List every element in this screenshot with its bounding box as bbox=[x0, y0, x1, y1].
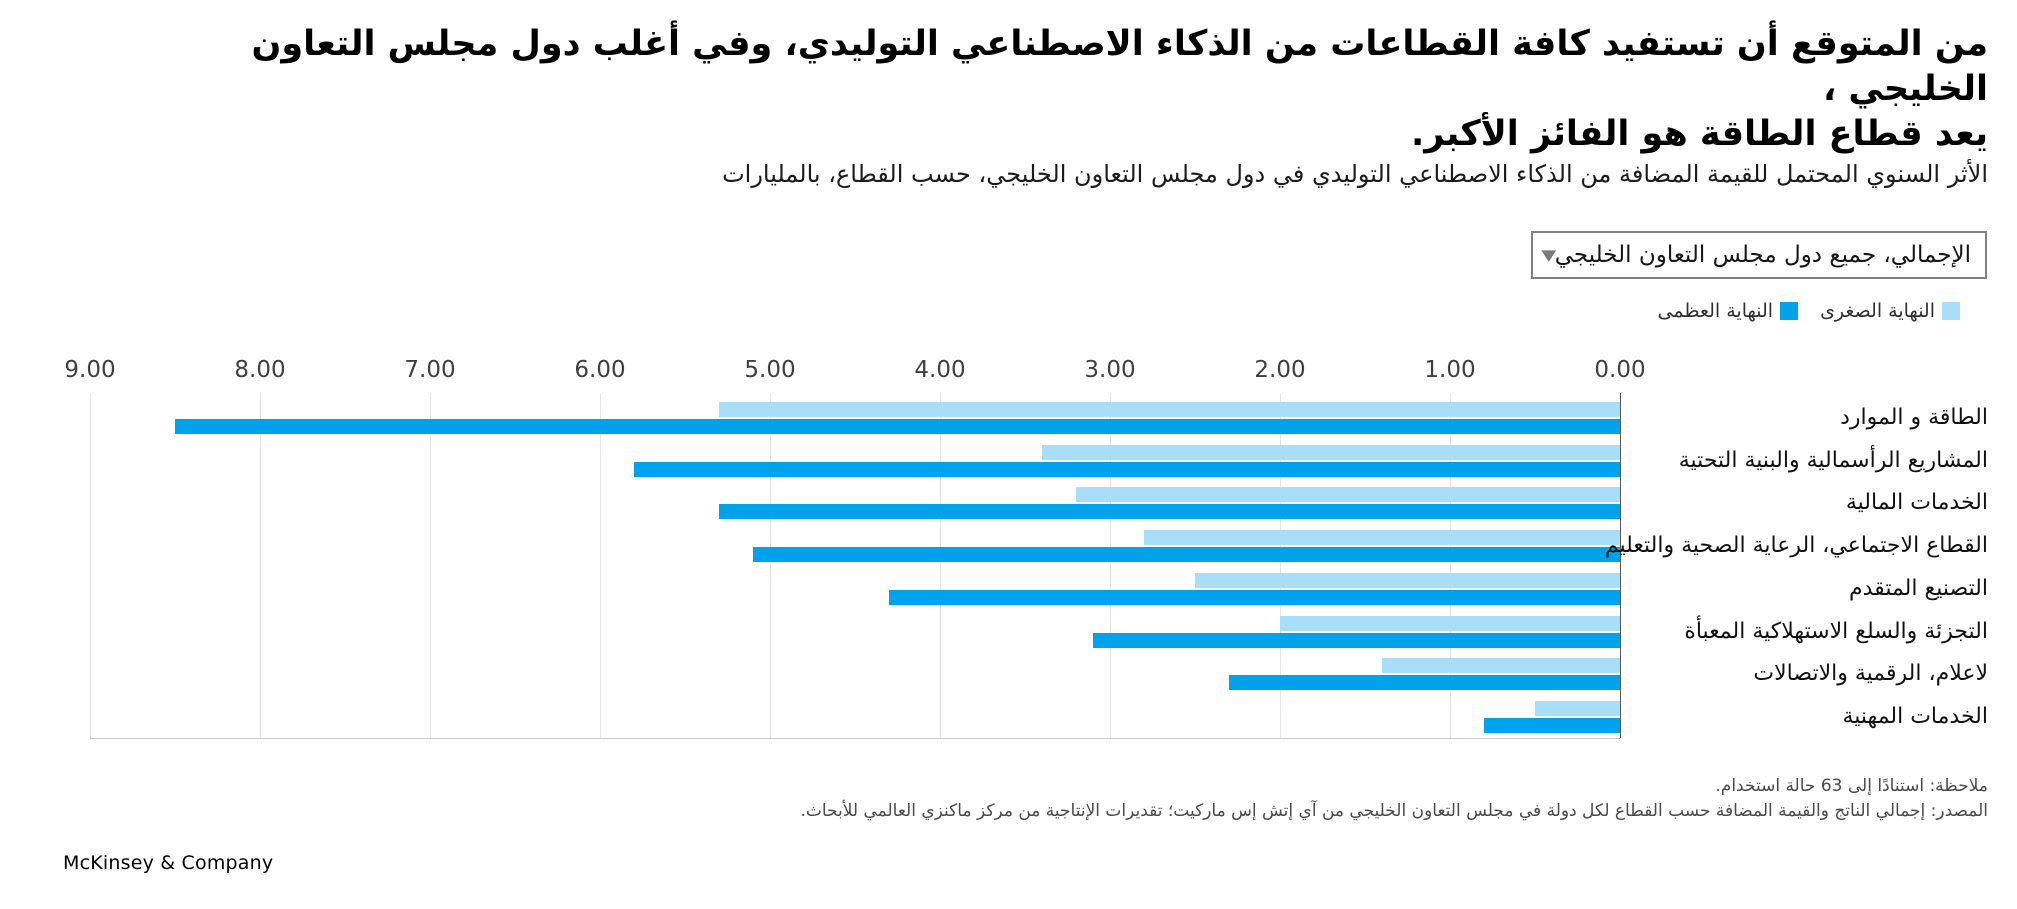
footnotes: ملاحظة: استنادًا إلى 63 حالة استخدام. ال… bbox=[488, 774, 1988, 824]
bar-max bbox=[634, 461, 1620, 477]
legend-item: النهاية الصغرى bbox=[1820, 300, 1960, 322]
bar-min bbox=[1535, 700, 1620, 716]
bar-max bbox=[753, 547, 1620, 563]
category-label: الخدمات المهنية bbox=[1842, 703, 1988, 729]
category-label: الطاقة و الموارد bbox=[1840, 405, 1988, 430]
footnote-source: المصدر: إجمالي الناتج والقيمة المضافة حس… bbox=[800, 801, 1988, 821]
footnote-note: ملاحظة: استنادًا إلى 63 حالة استخدام. bbox=[1715, 776, 1988, 796]
x-axis-tick-label: 2.00 bbox=[1254, 357, 1306, 383]
x-axis-line bbox=[90, 738, 1620, 739]
category-label: المشاريع الرأسمالية والبنية التحتية bbox=[1678, 447, 1988, 473]
x-axis-tick-label: 5.00 bbox=[744, 357, 796, 383]
bar-min bbox=[1144, 530, 1620, 546]
x-axis-tick-label: 9.00 bbox=[64, 357, 116, 383]
bar-max bbox=[889, 589, 1620, 605]
bar-max bbox=[719, 504, 1620, 520]
dropdown-selected-value: الإجمالي، جميع دول مجلس التعاون الخليجي bbox=[1554, 242, 1971, 268]
gridline bbox=[1110, 393, 1111, 738]
chart-legend: النهاية الصغرى النهاية العظمى bbox=[1658, 300, 1960, 322]
gridline bbox=[770, 393, 771, 738]
category-label: التصنيع المتقدم bbox=[1849, 575, 1988, 601]
bar-min bbox=[1076, 487, 1620, 503]
bar-max bbox=[1229, 675, 1620, 691]
page-title: من المتوقع أن تستفيد كافة القطاعات من ال… bbox=[228, 22, 1989, 157]
x-axis-tick-label: 6.00 bbox=[574, 357, 626, 383]
gridline bbox=[1620, 393, 1621, 738]
gridline bbox=[600, 393, 601, 738]
bar-max bbox=[175, 419, 1620, 434]
x-axis-tick-label: 4.00 bbox=[914, 357, 966, 383]
bar-min bbox=[719, 402, 1620, 417]
category-label: الخدمات المالية bbox=[1845, 490, 1988, 516]
category-label: لاعلام، الرقمية والاتصالات bbox=[1753, 661, 1988, 687]
chevron-down-icon: ▼ bbox=[1541, 245, 1557, 264]
x-axis-tick-label: 3.00 bbox=[1084, 357, 1136, 383]
gridline bbox=[940, 393, 941, 738]
bar-max bbox=[1484, 717, 1620, 733]
legend-label: النهاية الصغرى bbox=[1820, 300, 1935, 322]
x-axis-tick-label: 8.00 bbox=[234, 357, 286, 383]
page-title-line1: من المتوقع أن تستفيد كافة القطاعات من ال… bbox=[251, 24, 1989, 109]
category-label: القطاع الاجتماعي، الرعاية الصحية والتعلي… bbox=[1604, 533, 1988, 559]
bar-min bbox=[1195, 572, 1620, 588]
legend-swatch-icon bbox=[1780, 302, 1799, 320]
bar-min bbox=[1382, 658, 1620, 674]
x-axis-tick-label: 1.00 bbox=[1424, 357, 1476, 383]
mckinsey-logo: McKinsey & Company bbox=[63, 852, 274, 874]
x-axis-tick-label: 0.00 bbox=[1594, 357, 1646, 383]
category-label: التجزئة والسلع الاستهلاكية المعبأة bbox=[1684, 618, 1988, 644]
page-title-line2: يعد قطاع الطاقة هو الفائز الأكبر. bbox=[1411, 114, 1988, 154]
bar-max bbox=[1093, 632, 1620, 648]
gridline bbox=[260, 393, 261, 738]
legend-label: النهاية العظمى bbox=[1657, 300, 1774, 322]
bar-min bbox=[1280, 615, 1620, 631]
gridline bbox=[1280, 393, 1281, 738]
legend-item: النهاية العظمى bbox=[1658, 300, 1799, 322]
x-axis-tick-label: 7.00 bbox=[404, 357, 456, 383]
region-select-dropdown[interactable]: الإجمالي، جميع دول مجلس التعاون الخليجي … bbox=[1531, 231, 1987, 279]
gridline bbox=[430, 393, 431, 738]
gridline bbox=[1450, 393, 1451, 738]
gridline bbox=[90, 393, 91, 738]
legend-swatch-icon bbox=[1942, 302, 1960, 320]
chart-subtitle: الأثر السنوي المحتمل للقيمة المضافة من ا… bbox=[722, 160, 1988, 188]
bar-min bbox=[1042, 444, 1620, 460]
